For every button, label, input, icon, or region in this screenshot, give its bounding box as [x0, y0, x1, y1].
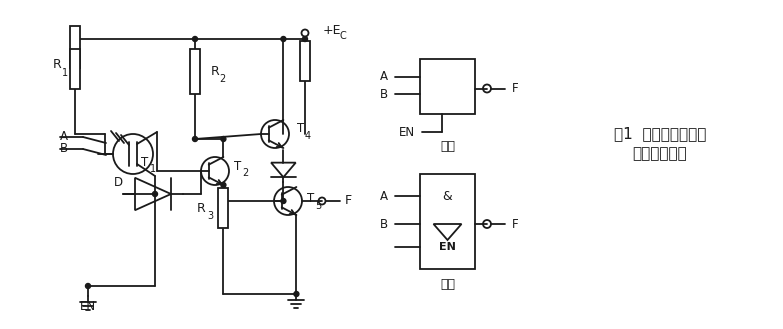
Bar	[300, 41, 310, 81]
Text: F: F	[345, 194, 352, 208]
Bar	[420, 174, 475, 269]
Text: B: B	[380, 217, 388, 231]
Text: A: A	[380, 70, 388, 84]
Text: EN: EN	[399, 125, 415, 139]
Text: D: D	[114, 175, 123, 189]
Text: 1: 1	[62, 68, 68, 78]
Text: R: R	[52, 59, 61, 71]
Text: 态门电路结构: 态门电路结构	[633, 146, 687, 162]
Circle shape	[193, 37, 197, 41]
Text: F: F	[512, 82, 518, 95]
Text: EN: EN	[80, 299, 96, 313]
Text: 图1  高电平使能的三: 图1 高电平使能的三	[614, 126, 706, 141]
Text: A: A	[60, 131, 68, 143]
Circle shape	[221, 183, 226, 188]
Bar	[420, 59, 475, 114]
Circle shape	[221, 137, 226, 141]
Circle shape	[281, 198, 286, 204]
Text: 2: 2	[242, 168, 248, 178]
Text: EN: EN	[439, 242, 456, 252]
Text: R: R	[211, 65, 220, 78]
Text: R: R	[197, 201, 205, 215]
Text: T: T	[307, 192, 314, 206]
Bar	[218, 188, 229, 228]
Text: &: &	[442, 190, 453, 203]
Text: B: B	[380, 88, 388, 100]
Circle shape	[153, 191, 157, 196]
Text: 1: 1	[150, 164, 156, 174]
Text: 5: 5	[315, 201, 321, 211]
Circle shape	[294, 291, 299, 296]
Text: 4: 4	[305, 131, 311, 141]
Text: 3: 3	[207, 211, 214, 221]
Text: C: C	[339, 31, 346, 41]
Circle shape	[193, 137, 197, 141]
Text: T: T	[297, 122, 305, 136]
Text: 惯用: 惯用	[440, 139, 455, 153]
Text: A: A	[380, 190, 388, 203]
Circle shape	[281, 37, 286, 41]
Text: B: B	[60, 142, 68, 156]
Circle shape	[302, 37, 308, 41]
Text: F: F	[512, 217, 518, 231]
Text: 国标: 国标	[440, 279, 455, 291]
Bar	[70, 49, 80, 89]
Bar	[70, 26, 80, 68]
Text: +E: +E	[323, 24, 341, 38]
Text: 2: 2	[219, 74, 226, 85]
Text: T: T	[234, 160, 241, 172]
Text: T: T	[142, 156, 149, 168]
Bar	[190, 49, 200, 94]
Circle shape	[85, 284, 91, 289]
